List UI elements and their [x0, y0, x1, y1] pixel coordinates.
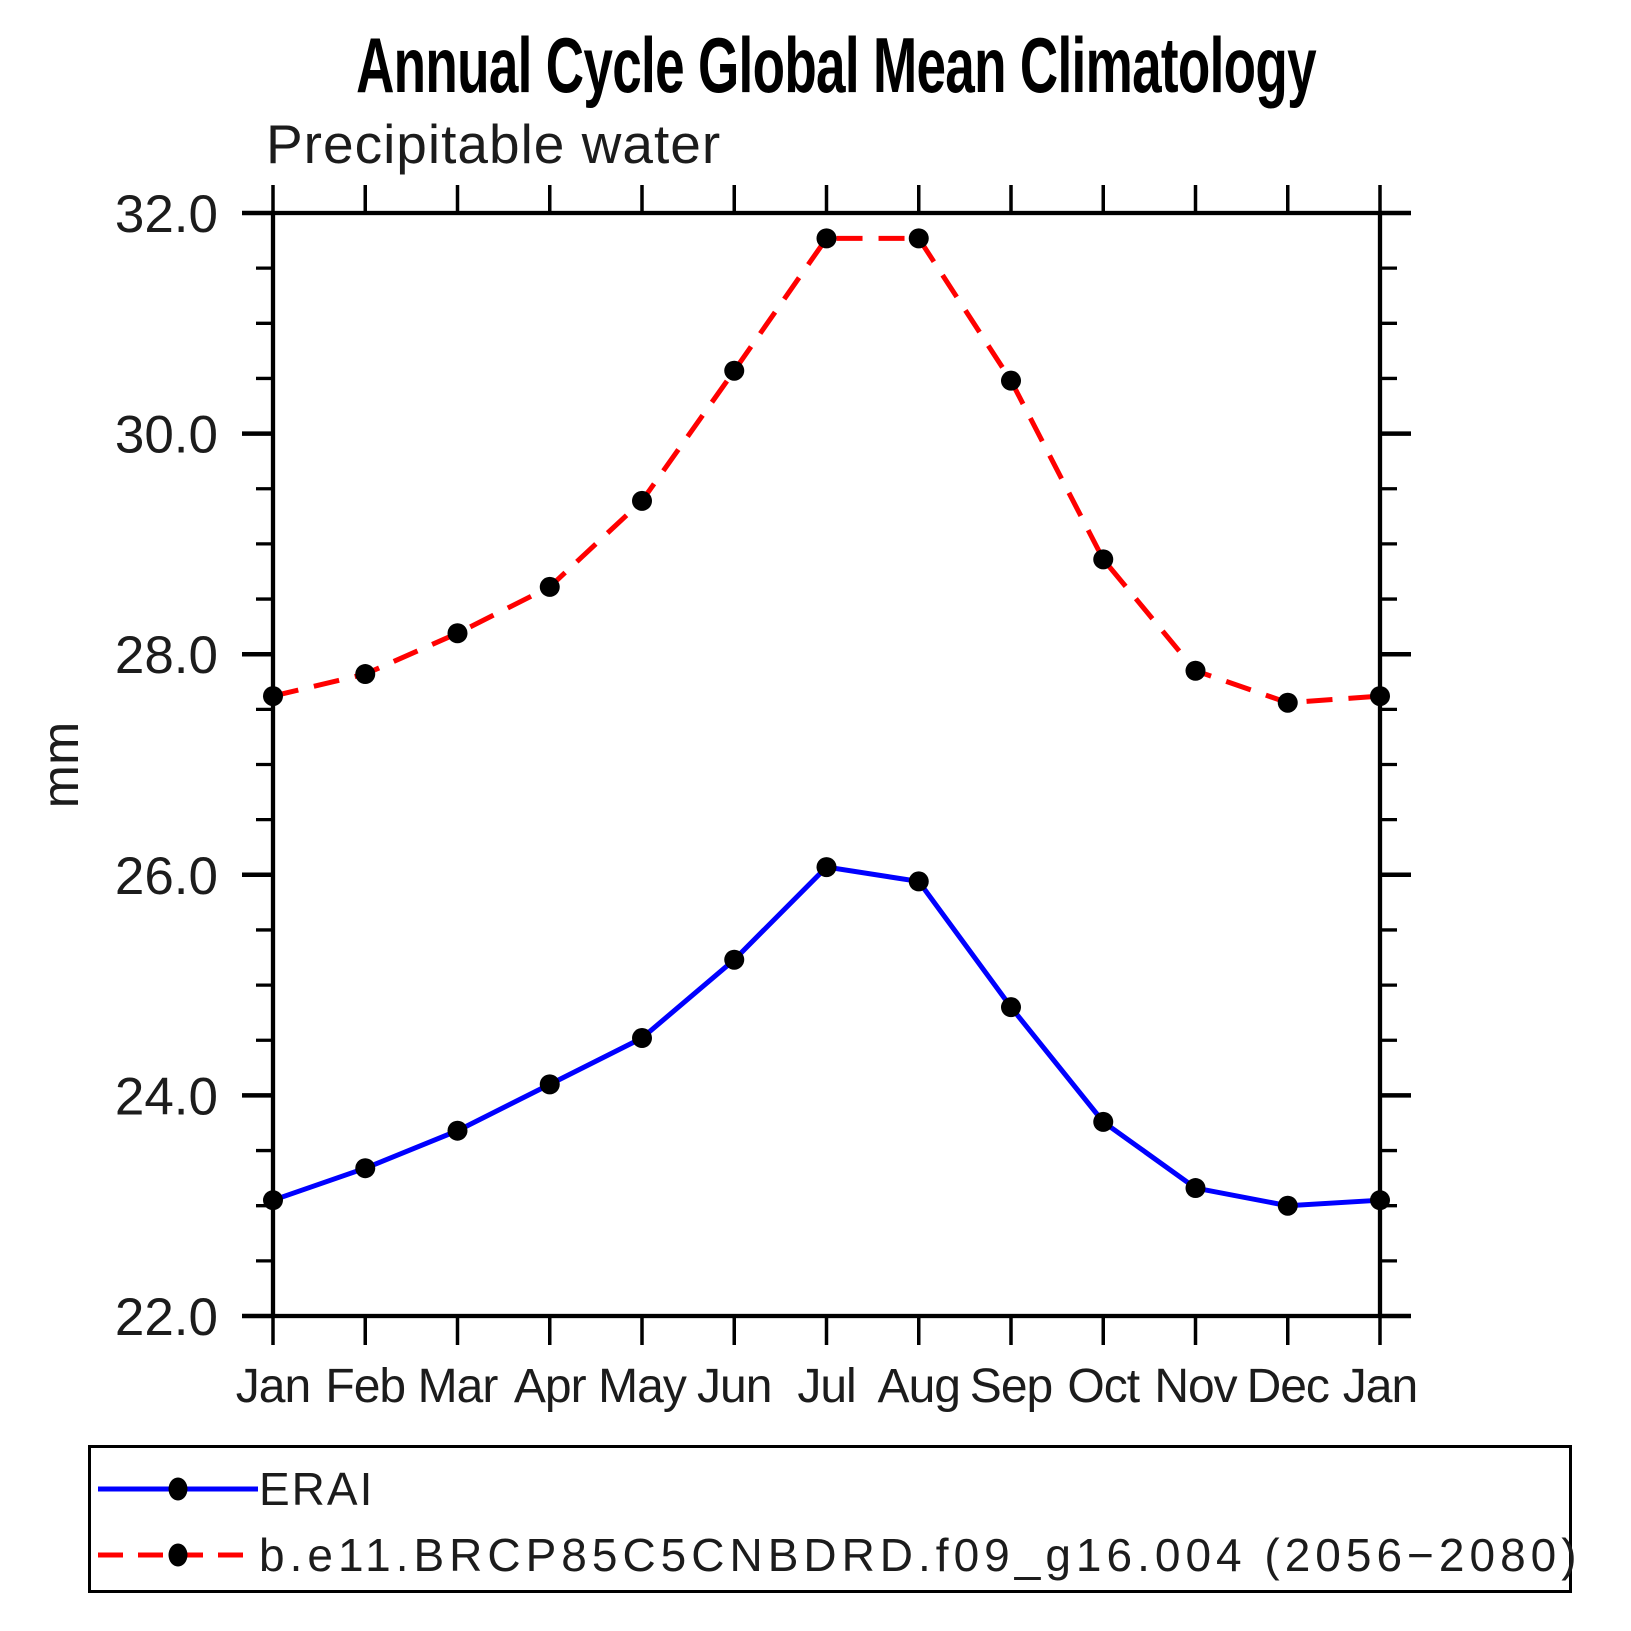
x-tick-label: Feb [325, 1360, 405, 1413]
x-tick-label: Aug [878, 1360, 960, 1413]
legend-item-erai: ERAI [98, 1463, 375, 1515]
data-point-marker [908, 228, 929, 249]
data-point-marker [1185, 1178, 1206, 1199]
x-tick-label: Jun [697, 1360, 771, 1413]
data-point-marker [1001, 997, 1021, 1018]
x-tick-label: Sep [970, 1360, 1052, 1413]
legend-line-sample-dashed-icon [98, 1543, 258, 1567]
data-point-marker [447, 623, 468, 644]
x-tick-labels: Jan Feb Mar Apr May Jun Jul Aug Sep Oct Nov Dec Jan [236, 1360, 1418, 1413]
legend-line-sample-solid-icon [98, 1477, 258, 1501]
series-line [272, 864, 1381, 1209]
y-tick-label: 30.0 [115, 406, 218, 465]
data-point-marker [632, 490, 652, 511]
data-point-marker [355, 1158, 376, 1179]
legend-box: ERAI b.e11.BRCP85C5CNBDRD.f09_g16.004 (2… [88, 1445, 1577, 1593]
chart-subtitle: Precipitable water [266, 113, 722, 175]
series-model [263, 228, 1390, 713]
legend-item-model: b.e11.BRCP85C5CNBDRD.f09_g16.004 (2056−2… [98, 1529, 1582, 1581]
data-point-marker [908, 871, 929, 892]
legend-label-erai: ERAI [259, 1463, 375, 1515]
data-point-marker [1093, 1111, 1114, 1132]
data-point-marker [1185, 660, 1206, 681]
data-point-marker [539, 1074, 560, 1095]
series-line [272, 235, 1381, 706]
data-point-marker [724, 360, 745, 381]
x-tick-label: Jan [1343, 1360, 1417, 1413]
x-tick-label: Jul [797, 1360, 855, 1413]
data-point-marker [263, 686, 283, 707]
legend-label-model: b.e11.BRCP85C5CNBDRD.f09_g16.004 (2056−2… [259, 1529, 1582, 1581]
x-tick-label: Oct [1067, 1360, 1139, 1413]
data-point-marker [355, 664, 376, 685]
data-point-marker [816, 228, 837, 249]
x-tick-label: Mar [418, 1360, 499, 1413]
data-point-marker [1370, 1190, 1390, 1211]
data-point-marker [263, 1190, 283, 1211]
y-tick-label: 32.0 [115, 185, 218, 244]
y-tick-label: 24.0 [115, 1067, 218, 1126]
chart-title: Annual Cycle Global Mean Climatology [356, 21, 1317, 109]
data-point-marker [447, 1120, 468, 1141]
plot-frame [270, 210, 1383, 1319]
x-tick-label: Apr [514, 1360, 587, 1413]
x-tick-label: Dec [1247, 1360, 1329, 1413]
data-point-marker [1001, 370, 1021, 391]
data-point-marker [1277, 1195, 1298, 1216]
data-point-marker [632, 1028, 652, 1049]
x-tick-label: Jan [236, 1360, 310, 1413]
y-tick-labels: 22.0 24.0 26.0 28.0 30.0 32.0 [115, 185, 218, 1347]
data-point-marker [816, 857, 837, 878]
x-tick-label: May [598, 1360, 687, 1413]
data-point-marker [724, 949, 745, 970]
series-erai [263, 857, 1390, 1216]
y-ticks [242, 210, 1411, 1319]
y-axis-label: mm [32, 722, 90, 809]
data-point-marker [1093, 549, 1114, 570]
y-tick-label: 26.0 [115, 847, 218, 906]
data-point-marker [1277, 692, 1298, 713]
data-point-marker [1370, 686, 1390, 707]
y-tick-label: 22.0 [115, 1288, 218, 1347]
y-tick-label: 28.0 [115, 626, 218, 685]
x-ticks [271, 185, 1382, 1345]
x-tick-label: Nov [1154, 1360, 1237, 1413]
data-point-marker [539, 576, 560, 597]
